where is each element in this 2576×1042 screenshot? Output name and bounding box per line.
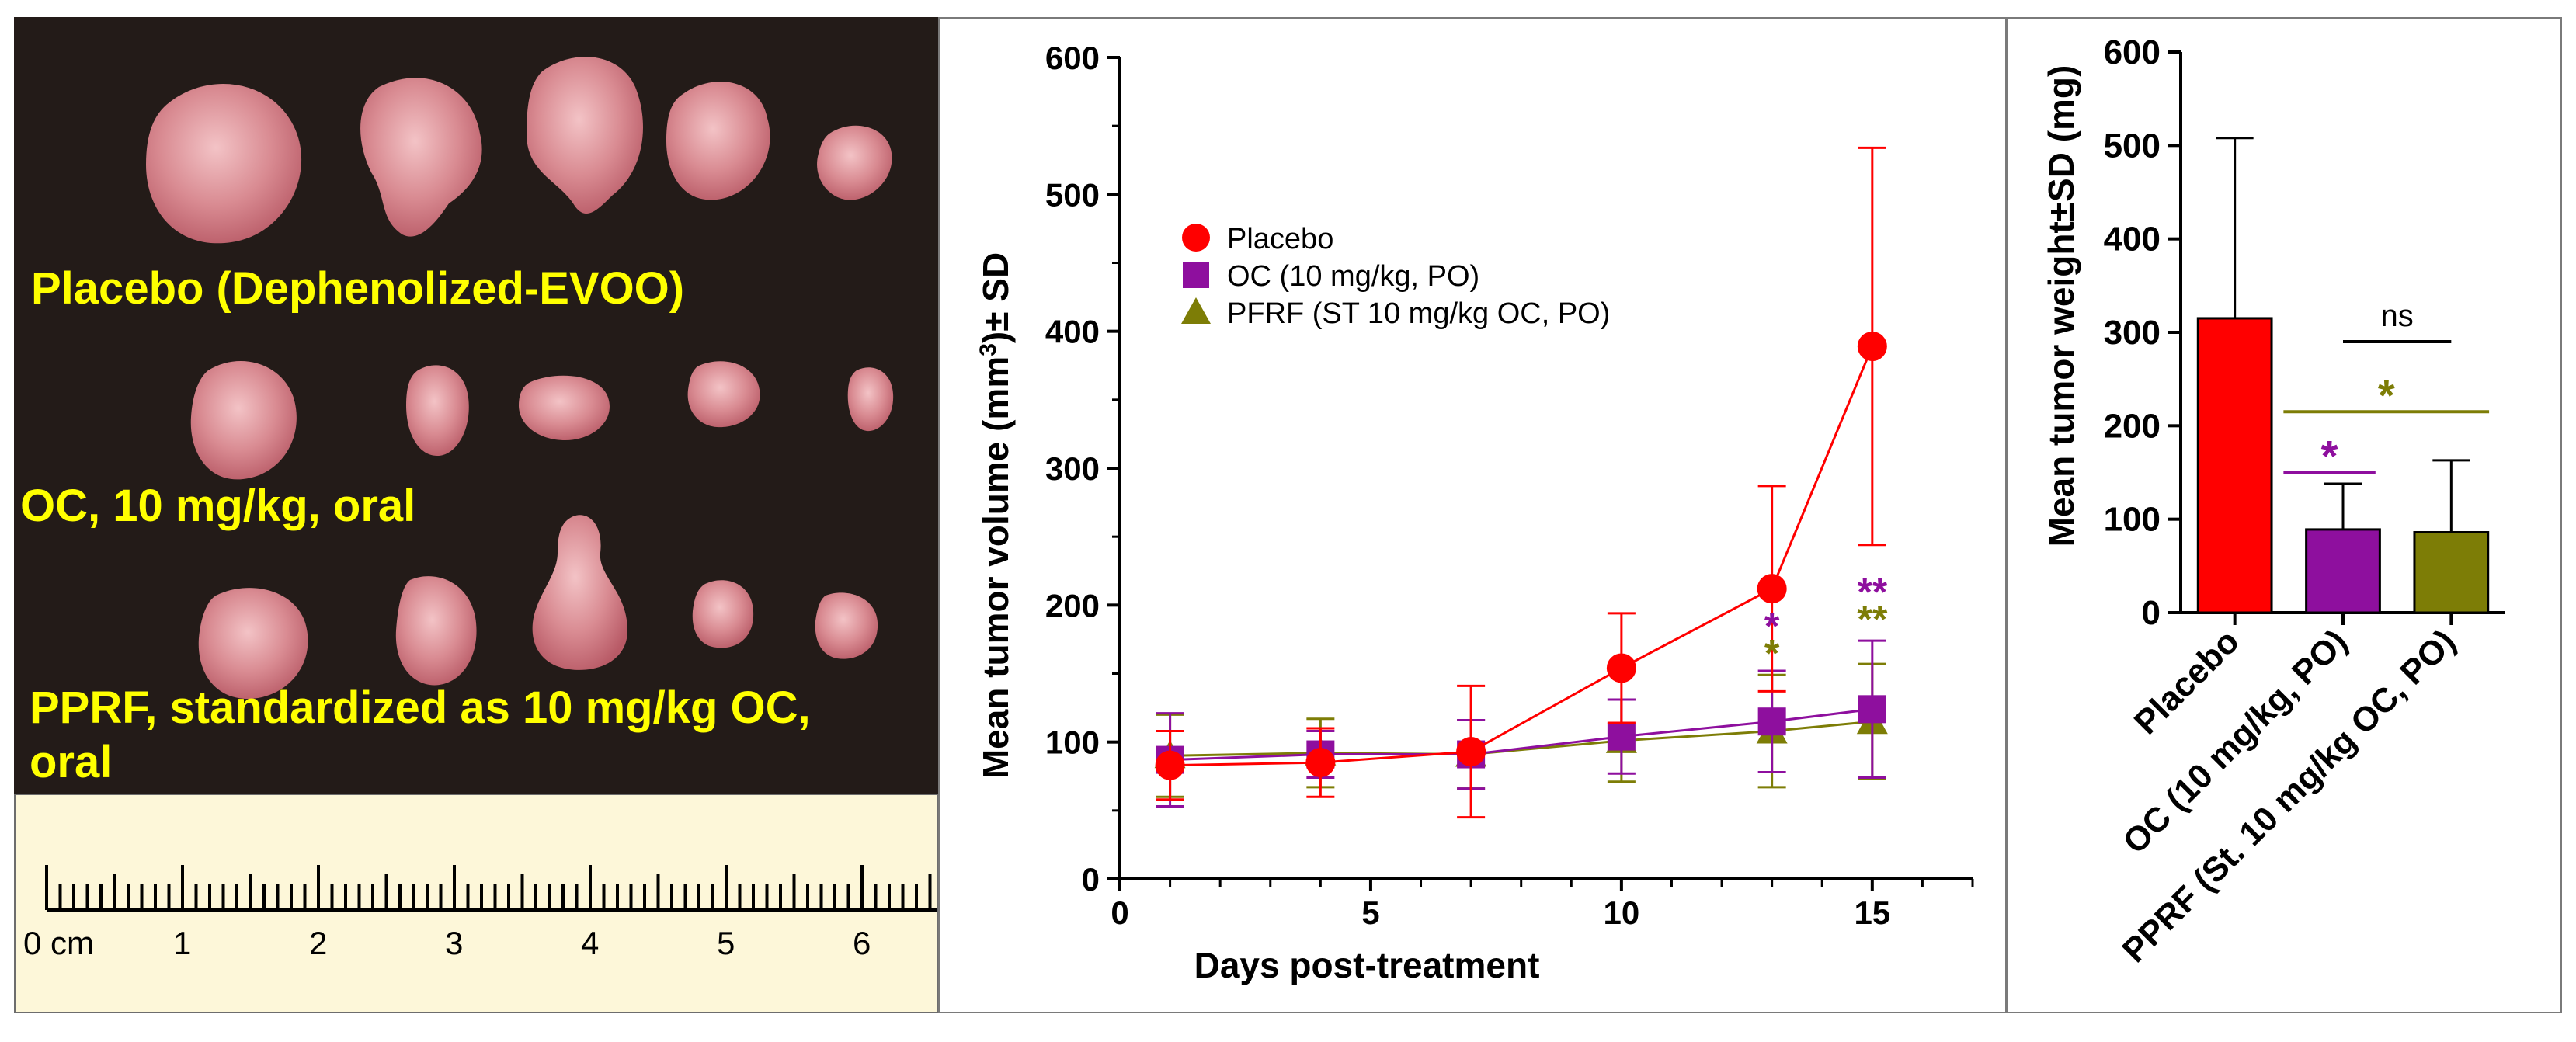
series-line [1170,346,1874,767]
data-point [1456,737,1486,767]
y-tick-label: 400 [1045,314,1100,350]
significance-star: * [1764,632,1780,676]
x-tick-label: 0 [1111,894,1128,931]
y-tick-label: 600 [2104,33,2161,71]
ruler-number: 5 [717,925,735,961]
data-point [1858,695,1886,724]
placebo-group-label: Placebo (Dephenolized-EVOO) [31,263,685,314]
ruler-number: 0 cm [23,925,94,961]
tumor-specimen [815,592,878,659]
ruler-number: 2 [309,925,327,961]
significance-star: ** [1857,598,1887,641]
data-point [1757,574,1787,604]
legend-marker [1182,224,1210,252]
significance-star: ** [1857,570,1887,613]
tumor-specimen [190,360,297,480]
tumor-specimen [847,367,894,432]
ruler-panel: 0 cm 1 2 3 4 5 6 [14,794,938,1013]
tumor-specimen [395,576,477,686]
x-axis-label: Days post-treatment [1194,945,1540,985]
ruler-number: 3 [445,925,463,961]
legend-label: PFRF (ST 10 mg/kg OC, PO) [1227,297,1610,330]
y-tick-label: 600 [1045,40,1100,76]
tumor-weight-chart: 0 100 200 300 400 500 600 ns * * Mean tumor weig… [2041,33,2505,970]
tumor-specimen [666,82,770,200]
y-axis-label: Mean tumor weight±SD (mg) [2041,65,2081,547]
y-tick-label: 100 [1045,724,1100,761]
x-tick-label: 10 [1604,894,1640,931]
tumor-specimen [687,361,760,428]
ruler: 0 cm 1 2 3 4 5 6 [23,865,937,961]
significance-label: ns [2381,299,2414,333]
pprf-group-label-cont: oral [30,737,113,787]
legend-marker [1181,297,1211,324]
tumor-specimen [198,588,308,700]
data-point [1757,707,1786,736]
y-tick-label: 200 [1045,587,1100,623]
legend-label: Placebo [1227,223,1333,255]
ruler-number: 1 [173,925,191,961]
series-line [1170,707,1873,762]
chart-legend: Placebo OC (10 mg/kg, PO) PFRF (ST 10 mg/k… [1181,223,1610,330]
y-axis-label-end: )± SD [975,252,1016,343]
bar [2305,528,2381,614]
data-point [1607,722,1636,751]
ruler-number: 6 [853,925,871,961]
tumor-weight-chart-panel: 0 100 200 300 400 500 600 ns * * Mean tumor weig… [2007,17,2562,1013]
series-line [1170,720,1872,757]
tumor-volume-chart-panel: 0 100 200 300 400 500 600 0 5 10 15 * * ** ** Days po… [938,17,2007,1013]
y-tick-label: 400 [2104,221,2161,259]
y-axis-label-main: Mean tumor volume (mm [975,356,1016,779]
tumor-photo-panel: Placebo (Dephenolized-EVOO) OC, 10 mg/kg… [14,17,938,794]
significance-label: * [2321,432,2338,481]
significance-star: * [1764,604,1780,648]
tumor-specimen [519,375,610,440]
y-tick-label: 500 [1045,176,1100,213]
tumor-specimen [406,365,469,456]
x-tick-label: 5 [1361,894,1379,931]
data-point [1606,653,1636,683]
series-circle [1155,146,1887,819]
significance-label: * [2378,370,2395,419]
y-tick-label: 300 [1045,450,1100,487]
y-tick-label: 500 [2104,127,2161,165]
data-point [1305,748,1336,778]
data-point [1155,750,1185,780]
y-axis-label-sup: 3 [975,343,1001,356]
data-point [1857,332,1887,362]
tumor-specimen [360,78,482,237]
y-tick-label: 200 [2104,407,2161,445]
tumor-specimen [146,84,302,244]
y-tick-label: 0 [2142,594,2161,632]
x-tick-label: 15 [1854,894,1890,931]
legend-label: OC (10 mg/kg, PO) [1227,260,1479,293]
tumor-specimen [692,580,754,648]
tumor-specimen [532,515,627,670]
y-tick-label: 100 [2104,501,2161,539]
pprf-group-label: PPRF, standardized as 10 mg/kg OC, [30,683,811,733]
bar [2413,531,2490,614]
tumor-photo-illustration [146,57,894,700]
tumor-specimen [527,57,643,214]
legend-marker [1183,262,1209,288]
y-axis-label: Mean tumor volume (mm3)± SD [975,252,1017,779]
tumor-specimen [817,125,892,200]
bar [2196,317,2273,614]
oc-group-label: OC, 10 mg/kg, oral [20,481,416,531]
y-tick-label: 0 [1082,861,1100,898]
ruler-number: 4 [581,925,599,961]
y-tick-label: 300 [2104,314,2161,352]
